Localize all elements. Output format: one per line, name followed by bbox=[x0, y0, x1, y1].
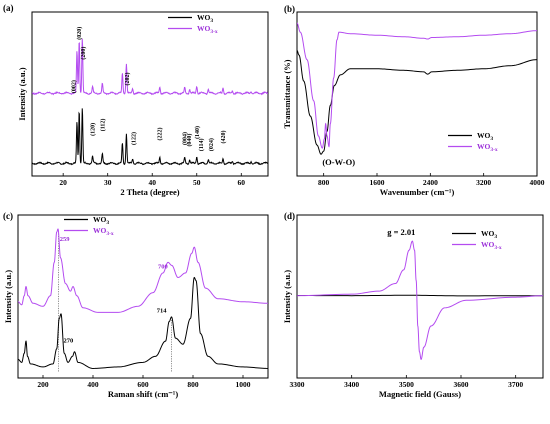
x-axis-label-a: 2 Theta (degree) bbox=[120, 187, 179, 197]
legend-label-c: WO3-x bbox=[93, 226, 114, 237]
plot-frame-a bbox=[31, 11, 269, 177]
x-tick-label-b: 1600 bbox=[370, 178, 385, 187]
x-tick-label-a: 60 bbox=[238, 178, 246, 187]
x-tick-label-b: 800 bbox=[318, 178, 330, 187]
y-axis-label-a: Intensity (a.u.) bbox=[17, 67, 27, 120]
x-axis-label-b: Wavenumber (cm⁻¹) bbox=[380, 187, 455, 197]
peak-label-a: (200) bbox=[80, 47, 87, 60]
x-tick-label-c: 1000 bbox=[236, 380, 251, 389]
x-tick-label-b: 2400 bbox=[423, 178, 438, 187]
panel-b: (b) 800 1600 2400 3200 4000 Wavenumber (cm⁻¹) T… bbox=[282, 4, 545, 197]
peak-label-a: (120) bbox=[90, 123, 97, 136]
x-tick-label-d: 3400 bbox=[344, 380, 359, 389]
series-line-b-0 bbox=[297, 50, 537, 155]
legend-label-b: WO3 bbox=[477, 131, 493, 142]
series-line-a-1 bbox=[32, 38, 268, 96]
series-line-b-1 bbox=[297, 22, 537, 149]
peak-label-a: (112) bbox=[99, 119, 106, 132]
x-tick-label-b: 4000 bbox=[530, 178, 545, 187]
x-tick-label-c: 800 bbox=[187, 380, 199, 389]
x-tick-label-d: 3700 bbox=[508, 380, 523, 389]
annotation-d: g = 2.01 bbox=[387, 227, 415, 237]
x-tick-label-d: 3600 bbox=[454, 380, 469, 389]
panel-label-d: (d) bbox=[284, 211, 295, 221]
panel-label-b: (b) bbox=[284, 4, 295, 14]
peak-label-a: (024) bbox=[208, 138, 215, 151]
series-line-d-1 bbox=[297, 240, 543, 360]
peak-label-a: (140) bbox=[194, 126, 201, 139]
peak-label-a: (222) bbox=[156, 127, 163, 140]
x-tick-label-a: 40 bbox=[148, 178, 156, 187]
peak-label-c: 270 bbox=[64, 338, 74, 345]
legend-label-c: WO3 bbox=[93, 215, 109, 226]
x-tick-label-c: 400 bbox=[87, 380, 99, 389]
peak-label-a: (114) bbox=[198, 138, 205, 151]
x-tick-label-d: 3500 bbox=[399, 380, 414, 389]
plot-frame-d bbox=[296, 214, 544, 379]
peak-label-c: 259 bbox=[60, 236, 71, 243]
series-line-c-1 bbox=[18, 228, 268, 313]
y-axis-label-b: Transmittance (%) bbox=[282, 59, 292, 128]
x-tick-label-c: 600 bbox=[137, 380, 149, 389]
series-line-c-0 bbox=[18, 276, 268, 369]
x-tick-label-a: 30 bbox=[104, 178, 112, 187]
x-axis-label-d: Magnetic field (Gauss) bbox=[379, 389, 461, 399]
panel-d: (d) 3300 3400 3500 3600 3700 Magnetic field (G… bbox=[282, 211, 544, 399]
panel-label-a: (a) bbox=[3, 3, 14, 13]
x-tick-label-d: 3300 bbox=[290, 380, 305, 389]
y-axis-label-c: Intensity (a.u.) bbox=[3, 270, 13, 323]
peak-label-a: (202) bbox=[124, 73, 131, 86]
panel-c: (c) 200 400 600 800 1000 Raman shift (cm⁻¹) Int… bbox=[3, 211, 269, 399]
x-tick-label-c: 200 bbox=[37, 380, 49, 389]
x-tick-label-b: 3200 bbox=[476, 178, 491, 187]
x-tick-label-a: 50 bbox=[193, 178, 201, 187]
peak-label-a: (122) bbox=[131, 132, 138, 145]
x-tick-label-a: 20 bbox=[59, 178, 67, 187]
panel-label-c: (c) bbox=[3, 211, 13, 221]
legend-label-d: WO3 bbox=[481, 229, 497, 240]
peak-label-c: 700 bbox=[158, 263, 168, 270]
legend-label-b: WO3-x bbox=[477, 142, 498, 153]
peak-label-a: (004) bbox=[181, 132, 188, 145]
peak-label-a: (040) bbox=[186, 134, 193, 147]
series-line-d-0 bbox=[297, 294, 543, 297]
legend-label-a: WO3-x bbox=[197, 24, 218, 35]
plot-frame-b bbox=[296, 11, 538, 177]
x-axis-label-c: Raman shift (cm⁻¹) bbox=[108, 389, 178, 399]
peak-label-c: 714 bbox=[157, 307, 168, 314]
y-axis-label-d: Intensity (a.u.) bbox=[282, 270, 292, 323]
peak-label-a: (002) bbox=[70, 80, 77, 93]
annotation-b: (O-W-O) bbox=[322, 157, 355, 167]
panel-a: (a) 20 30 40 50 60 2 Theta (degree) Intensity (… bbox=[3, 3, 269, 197]
series-line-a-0 bbox=[32, 108, 268, 166]
peak-label-a: (020) bbox=[76, 27, 83, 40]
peak-label-a: (420) bbox=[220, 131, 227, 144]
legend-label-d: WO3-x bbox=[481, 240, 502, 251]
legend-label-a: WO3 bbox=[197, 13, 213, 24]
